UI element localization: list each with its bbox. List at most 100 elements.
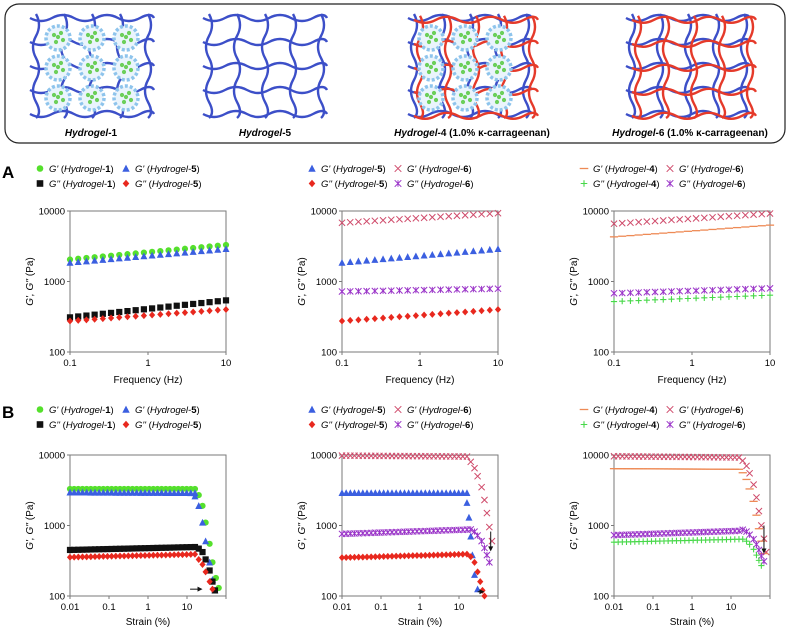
legend-label: G' (Hydrogel-1) <box>49 164 114 175</box>
x-tick-label: 1 <box>417 358 422 369</box>
particle <box>462 34 468 40</box>
data-point <box>445 212 453 220</box>
data-point <box>750 285 758 293</box>
data-point <box>149 311 156 319</box>
series-2 <box>338 489 482 593</box>
particle <box>126 60 132 66</box>
data-point <box>481 592 488 600</box>
data-point <box>469 247 477 255</box>
data-point <box>757 522 765 529</box>
data-point <box>100 552 107 560</box>
legend-entry: G' (Hydrogel-1) <box>36 164 114 175</box>
legend-marker <box>394 420 402 429</box>
series-1 <box>610 452 770 556</box>
particle <box>119 92 125 98</box>
particle <box>424 32 430 38</box>
legend-label: G' (Hydrogel-5) <box>321 405 386 416</box>
data-point <box>338 317 346 325</box>
data-point <box>338 554 346 562</box>
legend-label: G'' (Hydrogel-5) <box>321 179 388 190</box>
network-hydrogel-6-red <box>631 15 758 120</box>
data-point <box>393 552 400 560</box>
data-point <box>453 309 461 317</box>
legend-label: G'' (Hydrogel-6) <box>407 179 474 190</box>
particle <box>460 69 466 75</box>
data-point <box>99 315 106 323</box>
network-hydrogel-5-strand-h <box>202 109 329 119</box>
legend-entry: G'' (Hydrogel-6) <box>394 179 474 190</box>
capsules-hydrogel-4 <box>417 24 513 112</box>
data-point <box>206 558 214 566</box>
data-point <box>750 481 758 489</box>
data-point <box>165 310 172 318</box>
data-point <box>397 552 404 560</box>
particle <box>424 92 430 98</box>
particle <box>431 30 437 36</box>
data-point <box>199 560 206 568</box>
data-point <box>717 286 725 294</box>
data-point <box>426 551 433 559</box>
data-point <box>437 310 444 318</box>
data-point <box>354 287 362 295</box>
data-point <box>199 548 206 556</box>
network-hydrogel-6-red-strand-v <box>745 15 755 120</box>
particle <box>465 60 471 66</box>
data-point <box>692 214 700 222</box>
data-point <box>709 294 716 301</box>
data-point <box>355 316 362 324</box>
data-point <box>371 217 379 225</box>
series-4 <box>338 550 488 600</box>
chart-B3: 0.01 0.1 1 10 100 1000 10000 Strain (%) G', G'' … <box>569 405 771 628</box>
data-point <box>121 552 128 560</box>
data-point <box>755 507 763 515</box>
data-point <box>132 312 139 320</box>
x-tick-label: 10 <box>726 602 737 613</box>
data-point <box>412 286 420 294</box>
data-point <box>195 502 203 509</box>
data-point <box>467 458 475 466</box>
particle <box>426 69 432 75</box>
data-point <box>124 307 131 315</box>
data-point <box>420 251 428 259</box>
particle <box>53 69 59 75</box>
data-point <box>173 249 181 257</box>
data-point <box>108 552 115 560</box>
data-point <box>121 545 128 552</box>
particle <box>89 34 95 40</box>
data-point <box>428 286 436 294</box>
data-point <box>112 552 119 560</box>
data-point <box>222 241 230 249</box>
data-point <box>346 258 354 266</box>
data-point <box>470 307 477 315</box>
x-tick-label: 1 <box>145 602 150 613</box>
data-point <box>635 289 643 296</box>
x-axis-label: Frequency (Hz) <box>114 375 183 386</box>
particle <box>92 60 98 66</box>
legend-marker <box>394 179 402 188</box>
data-point <box>363 315 370 323</box>
data-point <box>422 551 429 559</box>
data-point <box>116 552 124 560</box>
data-point <box>494 306 502 314</box>
legend-marker <box>308 179 316 188</box>
particle <box>433 67 439 73</box>
x-tick-label: 10 <box>454 602 465 613</box>
data-point <box>99 310 106 317</box>
data-point <box>387 254 395 262</box>
data-point <box>202 556 209 563</box>
data-point <box>181 245 189 252</box>
data-point <box>123 253 131 261</box>
data-point <box>437 213 444 221</box>
data-point <box>116 308 123 316</box>
chart-A1: 0.1 1 10 100 1000 10000 Frequency (Hz) G', G'' … <box>25 164 231 386</box>
data-point <box>71 546 78 553</box>
series-3 <box>338 285 502 296</box>
data-point <box>83 546 90 553</box>
data-point <box>206 307 213 315</box>
data-point <box>430 551 437 559</box>
x-tick-label: 10 <box>765 358 776 369</box>
yield-arrowhead <box>197 586 203 592</box>
particle <box>501 67 507 73</box>
x-tick-label: 0.1 <box>102 602 115 613</box>
legend-marker <box>308 420 316 429</box>
